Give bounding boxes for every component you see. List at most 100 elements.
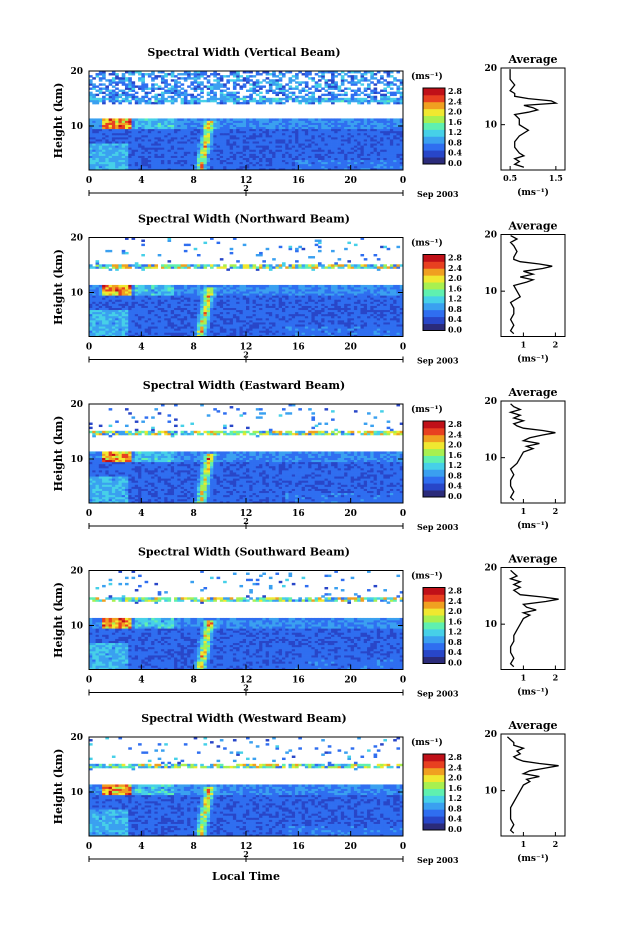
- heatmap-cell: [95, 311, 100, 315]
- heatmap-cell: [131, 149, 136, 152]
- heatmap-cell: [196, 334, 201, 337]
- heatmap-cell: [164, 153, 168, 156]
- heatmap-cell: [95, 141, 100, 144]
- heatmap-cell: [232, 101, 237, 105]
- heatmap-cell: [367, 124, 371, 128]
- heatmap-cell: [164, 85, 168, 88]
- heatmap-cell: [187, 134, 191, 138]
- heatmap-cell: [118, 167, 123, 171]
- heatmap-cell: [295, 311, 299, 315]
- heatmap-cell: [124, 122, 129, 125]
- heatmap-cell: [239, 97, 244, 101]
- heatmap-cell: [111, 167, 116, 171]
- heatmap-cell: [304, 165, 309, 169]
- heatmap-cell: [353, 167, 358, 171]
- heatmap-cell: [265, 124, 270, 128]
- heatmap-cell: [180, 334, 185, 337]
- heatmap-cell: [298, 91, 302, 95]
- heatmap-cell: [164, 328, 168, 331]
- heatmap-cell: [376, 165, 381, 169]
- heatmap-cell: [252, 83, 257, 86]
- heatmap-cell: [275, 149, 280, 152]
- heatmap-cell: [255, 161, 260, 165]
- heatmap-cell: [115, 91, 119, 95]
- heatmap-cell: [170, 328, 175, 331]
- heatmap-cell: [89, 303, 93, 306]
- heatmap-cell: [115, 161, 119, 165]
- heatmap-cell: [347, 149, 352, 152]
- heatmap-cell: [367, 317, 371, 321]
- heatmap-cell: [229, 167, 234, 171]
- heatmap-cell: [272, 73, 276, 76]
- heatmap-cell: [154, 151, 159, 154]
- heatmap-cell: [337, 309, 342, 313]
- heatmap-cell: [206, 305, 211, 308]
- heatmap-cell: [246, 322, 250, 325]
- heatmap-cell: [278, 311, 283, 315]
- heatmap-cell: [134, 91, 139, 95]
- heatmap-cell: [337, 130, 342, 134]
- heatmap-cell: [108, 163, 113, 167]
- heatmap-cell: [324, 93, 329, 97]
- heatmap-cell: [219, 95, 224, 99]
- x-tick-label: 12: [240, 176, 253, 186]
- heatmap-cell: [370, 134, 374, 138]
- heatmap-cell: [249, 71, 253, 74]
- heatmap-cell: [105, 334, 109, 337]
- heatmap-cell: [288, 143, 293, 146]
- heatmap-cell: [331, 153, 335, 156]
- heatmap-cell: [272, 134, 276, 138]
- heatmap-cell: [147, 159, 152, 163]
- heatmap-cell: [311, 301, 316, 304]
- heatmap-cell: [98, 305, 103, 308]
- heatmap-cell: [223, 89, 227, 92]
- heatmap-cell: [134, 159, 139, 163]
- heatmap-cell: [196, 93, 201, 97]
- heatmap-cell: [92, 120, 96, 123]
- heatmap-cell: [210, 128, 214, 132]
- heatmap-cell: [249, 95, 253, 99]
- heatmap-cell: [203, 332, 208, 335]
- heatmap-cell: [281, 130, 286, 134]
- heatmap-cell: [367, 161, 371, 165]
- heatmap-cell: [357, 163, 361, 167]
- heatmap-cell: [242, 130, 247, 134]
- heatmap-cell: [272, 79, 276, 82]
- heatmap-cell: [262, 85, 266, 88]
- heatmap-cell: [190, 322, 195, 325]
- heatmap-cell: [331, 134, 335, 138]
- heatmap-cell: [118, 151, 123, 154]
- heatmap-cell: [229, 99, 234, 103]
- heatmap-cell: [399, 145, 404, 148]
- heatmap-cell: [308, 330, 312, 333]
- heatmap-cell: [174, 139, 178, 142]
- heatmap-cell: [370, 307, 374, 311]
- heatmap-cell: [357, 132, 361, 136]
- heatmap-cell: [376, 315, 381, 319]
- heatmap-cell: [340, 128, 345, 132]
- heatmap-cell: [298, 328, 302, 331]
- heatmap-cell: [327, 305, 332, 308]
- heatmap-cell: [308, 163, 312, 167]
- heatmap-cell: [223, 134, 227, 138]
- heatmap-cell: [219, 320, 224, 323]
- heatmap-cell: [360, 311, 365, 315]
- heatmap-cell: [108, 320, 113, 323]
- heatmap-cell: [206, 328, 211, 331]
- heatmap-cell: [95, 163, 100, 167]
- heatmap-cell: [370, 147, 374, 150]
- average-x-tick-label: 1.5: [549, 173, 563, 183]
- heatmap-cell: [157, 161, 162, 165]
- heatmap-cell: [331, 147, 335, 150]
- heatmap-cell: [157, 147, 162, 150]
- x-tick-label: 16: [292, 176, 305, 186]
- heatmap-cell: [347, 71, 352, 74]
- heatmap-cell: [344, 163, 348, 167]
- heatmap-cell: [174, 132, 178, 136]
- heatmap-cell: [196, 143, 201, 146]
- heatmap-cell: [232, 126, 237, 130]
- heatmap-cell: [187, 334, 191, 337]
- heatmap-cell: [108, 126, 113, 130]
- heatmap-cell: [317, 161, 322, 165]
- heatmap-cell: [396, 315, 401, 319]
